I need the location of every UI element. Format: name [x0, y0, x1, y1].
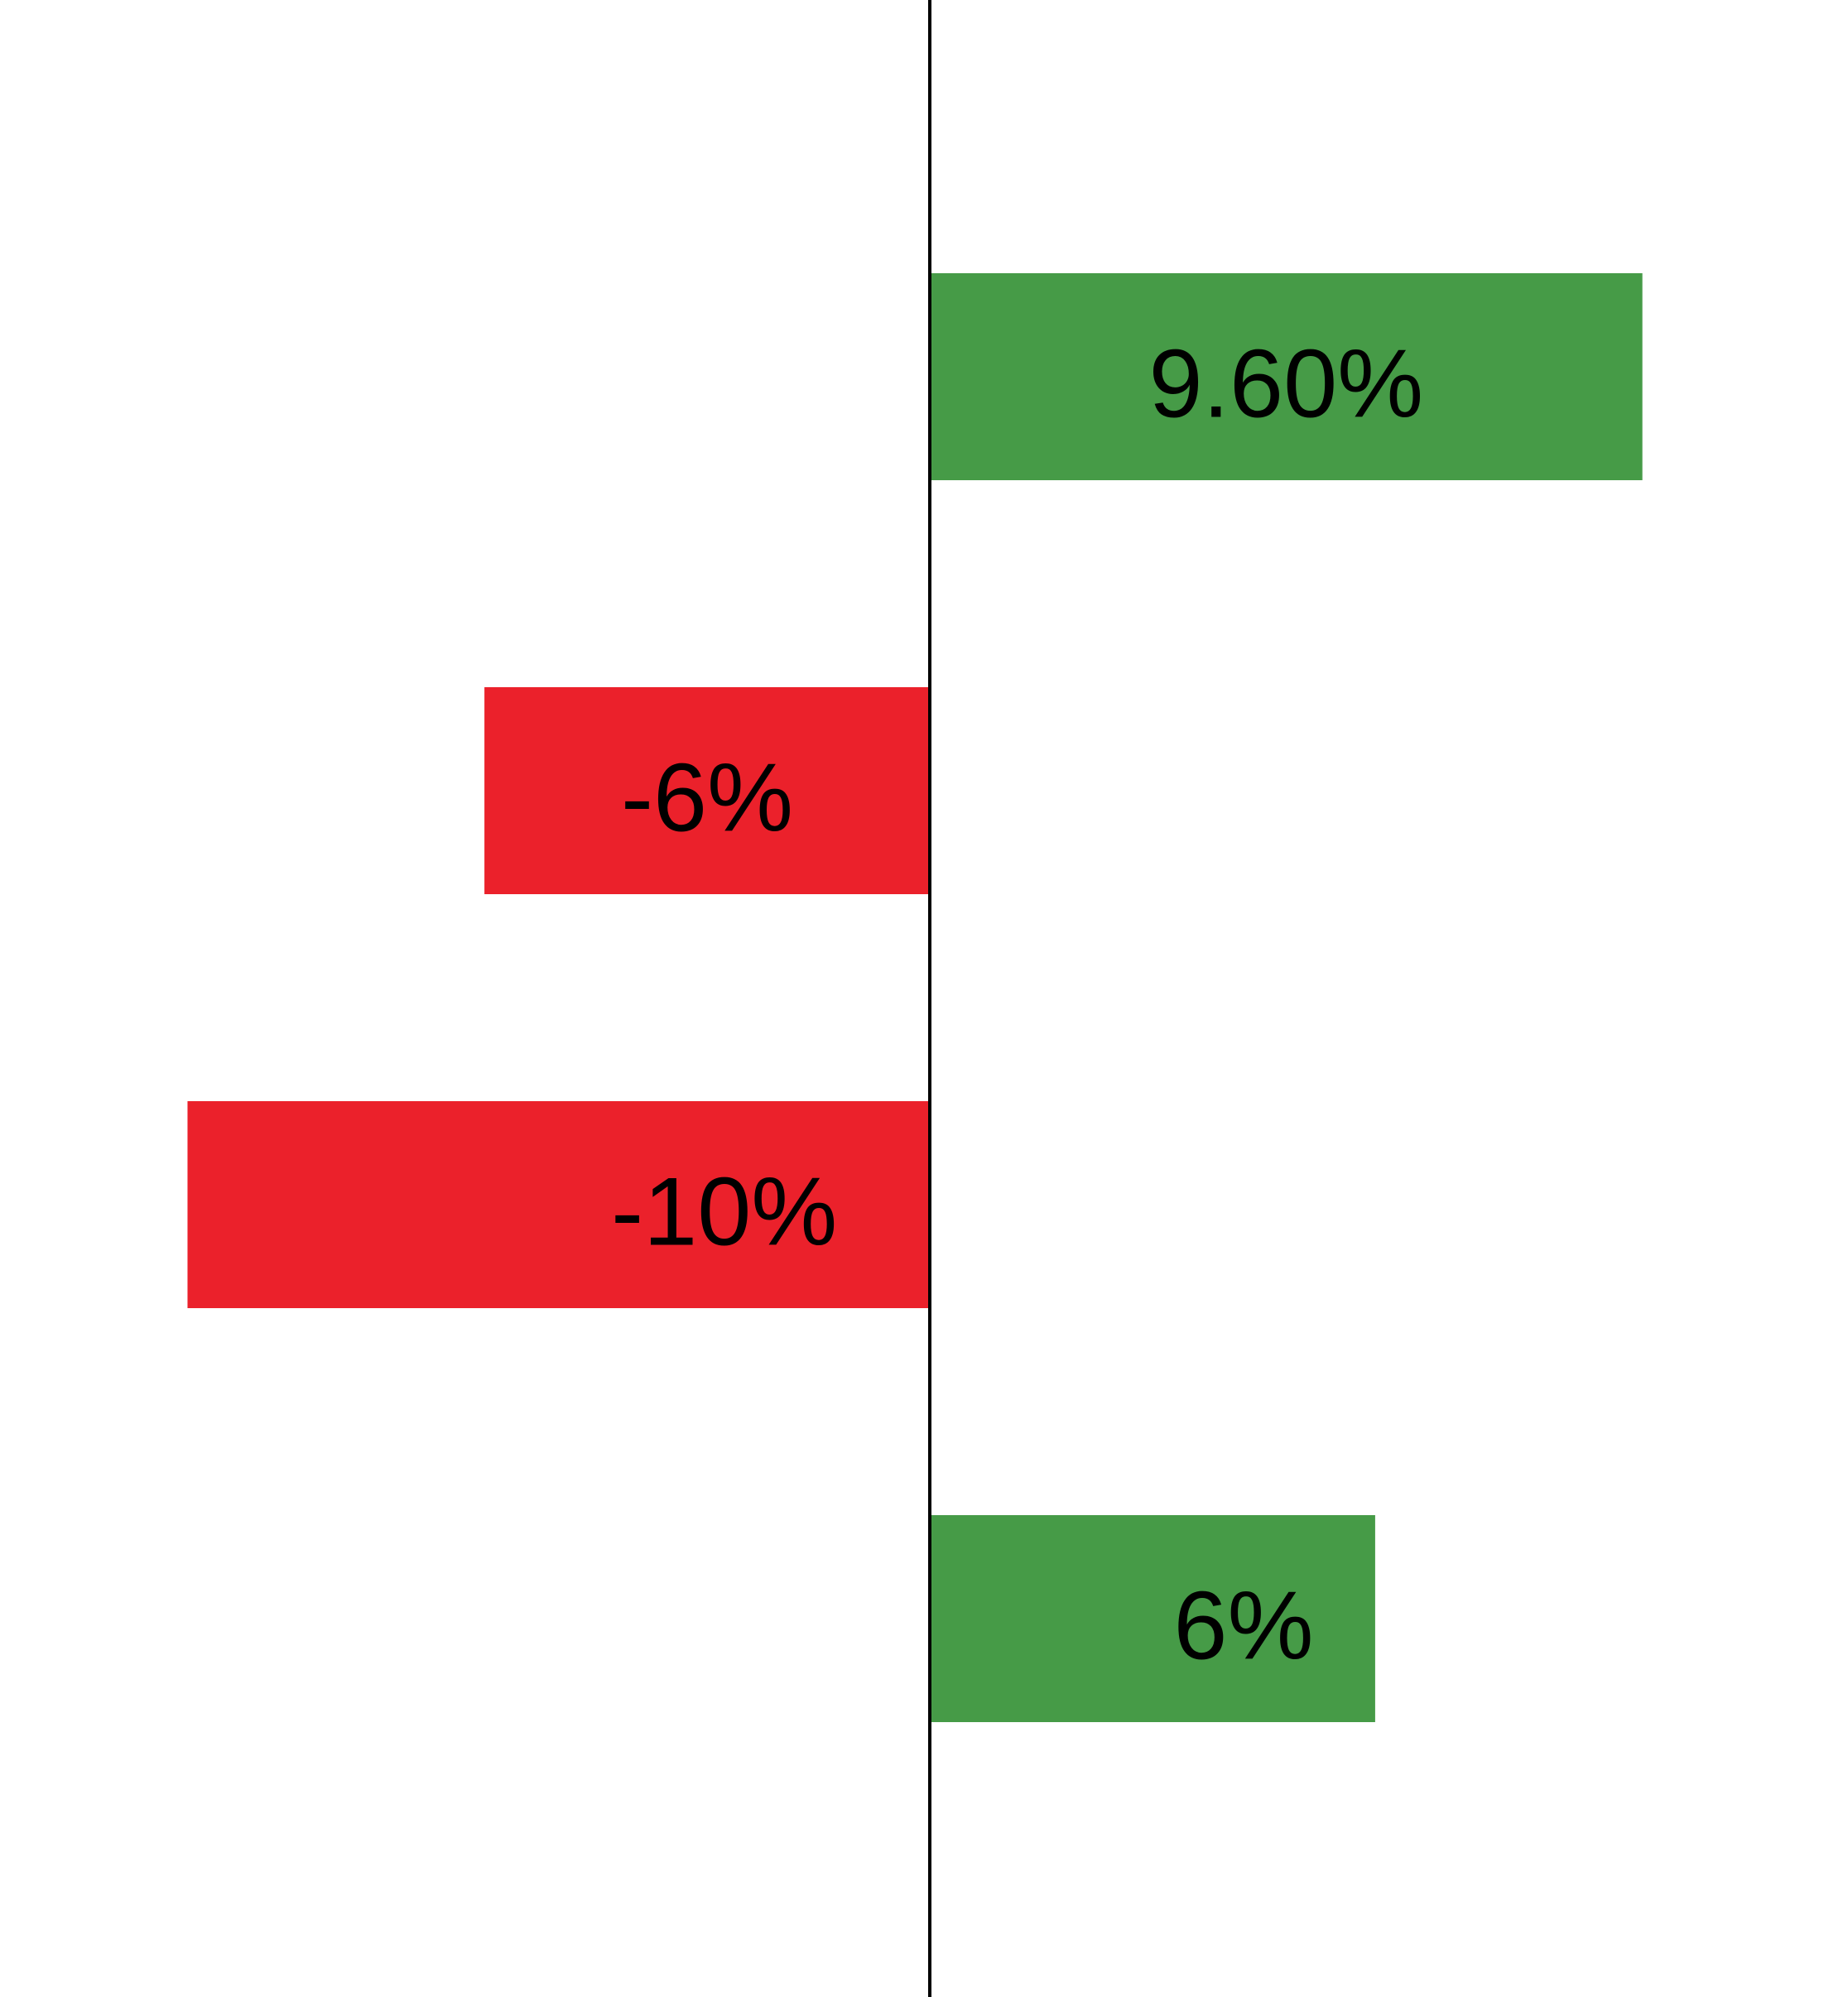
data-label-2: -6% — [621, 743, 793, 852]
data-label-1: 9.60% — [1148, 330, 1423, 438]
labels-group: 9.60% -6% -10% 6% — [611, 330, 1423, 1680]
bars-group — [187, 273, 1643, 1722]
bar-2 — [484, 687, 930, 894]
bar-1 — [930, 273, 1643, 480]
data-label-3: -10% — [611, 1157, 837, 1266]
bar-4 — [930, 1515, 1375, 1722]
bar-3 — [187, 1101, 931, 1308]
data-label-4: 6% — [1173, 1571, 1313, 1680]
